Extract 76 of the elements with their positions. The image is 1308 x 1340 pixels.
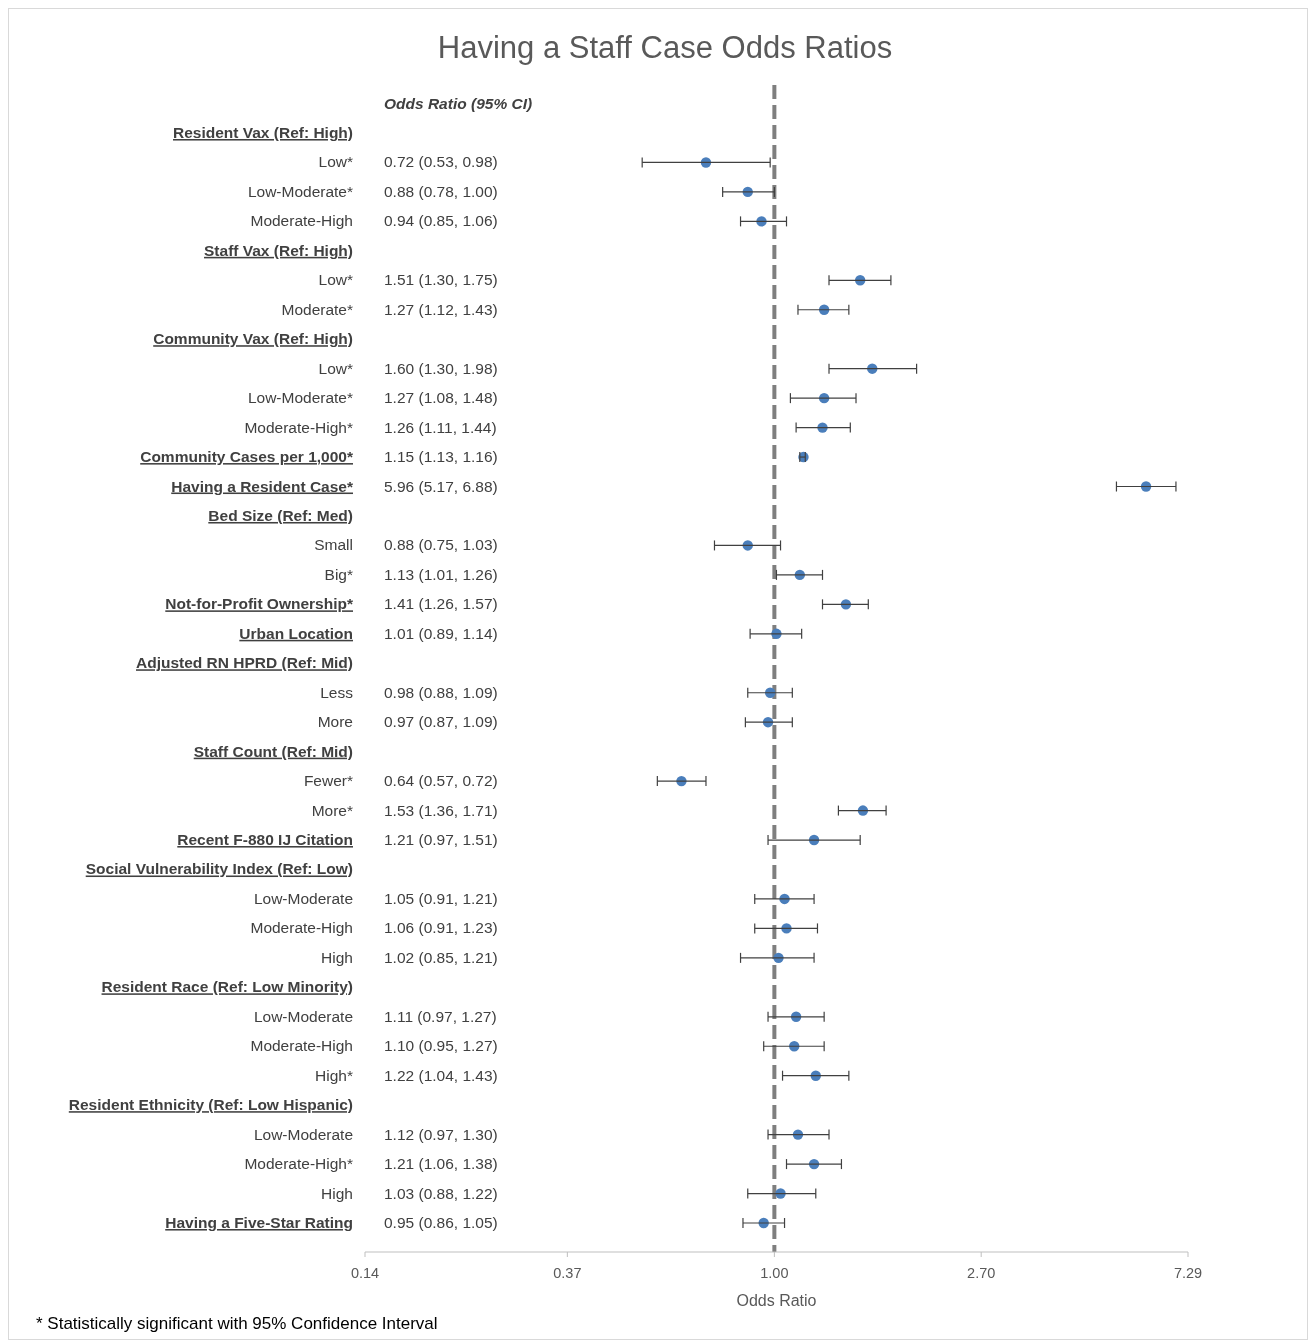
annotation: 1.01 (0.89, 1.14) (384, 624, 498, 642)
x-tick-label: 0.14 (350, 1265, 380, 1281)
y-tick-label: Recent F-880 IJ Citation (177, 831, 353, 849)
x-tick-label: 0.37 (553, 1265, 582, 1281)
annotation: 0.97 (0.87, 1.09) (384, 713, 498, 731)
x-tick-label: 7.29 (1173, 1265, 1203, 1281)
annotation: 1.12 (0.97, 1.30) (384, 1125, 498, 1143)
y-tick-label: Small (314, 536, 353, 554)
y-tick-label: Moderate-High (250, 919, 353, 937)
y-tick-label: Moderate* (281, 300, 353, 318)
chart-title: Having a Staff Case Odds Ratios (437, 30, 893, 65)
y-tick-label: Less (320, 683, 354, 701)
text: * Statistically significant with 95% Confidence Interval (36, 1314, 438, 1333)
annotation: 0.88 (0.78, 1.00) (384, 182, 498, 200)
y-tick-label: Bed Size (Ref: Med) (208, 506, 353, 524)
annotation: 1.13 (1.01, 1.26) (384, 565, 498, 583)
annotation: 0.94 (0.85, 1.06) (384, 212, 498, 230)
annotation: 0.95 (0.86, 1.05) (384, 1214, 498, 1231)
x-tick-label: 1.00 (760, 1265, 789, 1281)
y-tick-label: Adjusted RN HPRD (Ref: Mid) (136, 654, 353, 672)
annotation: 0.64 (0.57, 0.72) (384, 772, 498, 790)
annotation: 1.27 (1.08, 1.48) (384, 389, 498, 407)
text: Odds Ratio (95% CI) (384, 94, 533, 112)
y-tick-label: Staff Vax (Ref: High) (204, 241, 353, 259)
y-tick-label: Low-Moderate* (247, 389, 353, 407)
annotation: 1.21 (0.97, 1.51) (384, 831, 498, 849)
y-tick-label: High (321, 1184, 353, 1202)
y-tick-label: Low-Moderate (253, 1007, 353, 1025)
annotation: 1.06 (0.91, 1.23) (384, 919, 498, 937)
annotation: 1.03 (0.88, 1.22) (384, 1184, 498, 1202)
annotation: 1.21 (1.06, 1.38) (384, 1155, 498, 1173)
annotation: 0.72 (0.53, 0.98) (384, 153, 498, 171)
y-tick-label: Having a Resident Case* (171, 477, 354, 495)
y-tick-label: Low* (318, 359, 353, 377)
annotation: 1.26 (1.11, 1.44) (384, 418, 497, 436)
annotation: 1.60 (1.30, 1.98) (384, 359, 498, 377)
y-tick-label: Fewer* (303, 772, 353, 790)
annotation: 1.27 (1.12, 1.43) (384, 300, 498, 318)
annotation: 0.88 (0.75, 1.03) (384, 536, 498, 554)
y-tick-label: Not-for-Profit Ownership* (165, 595, 354, 613)
y-tick-label: Moderate-High* (244, 418, 353, 436)
y-tick-label: High* (315, 1066, 353, 1084)
annotation: 1.15 (1.13, 1.16) (384, 448, 498, 466)
y-tick-label: Low* (318, 271, 353, 289)
annotation: 1.05 (0.91, 1.21) (384, 889, 498, 907)
y-tick-label: Moderate-High (250, 1037, 353, 1055)
annotation: 1.53 (1.36, 1.71) (384, 801, 498, 819)
y-tick-label: Community Vax (Ref: High) (153, 330, 353, 348)
y-tick-label: Moderate-High (250, 212, 353, 230)
annotation: 1.02 (0.85, 1.21) (384, 948, 498, 966)
annotation: 1.51 (1.30, 1.75) (384, 271, 498, 289)
y-tick-label: Urban Location (239, 624, 353, 642)
x-tick-label: 2.70 (967, 1265, 996, 1281)
y-tick-label: Having a Five-Star Rating (165, 1214, 353, 1231)
y-tick-label: Social Vulnerability Index (Ref: Low) (85, 860, 353, 878)
y-tick-label: Low-Moderate (253, 889, 353, 907)
y-tick-label: High (321, 948, 353, 966)
y-tick-label: Resident Race (Ref: Low Minority) (101, 978, 353, 996)
y-tick-label: More* (311, 801, 353, 819)
y-tick-label: Low-Moderate* (247, 182, 353, 200)
y-tick-label: More (317, 713, 353, 731)
y-tick-label: Moderate-High* (244, 1155, 353, 1173)
annotation: 1.22 (1.04, 1.43) (384, 1066, 498, 1084)
y-tick-label: Community Cases per 1,000* (140, 448, 354, 466)
x-axis-title: Odds Ratio (736, 1292, 817, 1309)
y-tick-label: Resident Vax (Ref: High) (173, 124, 353, 141)
y-tick-label: Resident Ethnicity (Ref: Low Hispanic) (68, 1096, 353, 1114)
y-tick-label: Big* (324, 565, 353, 583)
annotation: 1.11 (0.97, 1.27) (384, 1007, 497, 1025)
y-tick-label: Low-Moderate (253, 1125, 353, 1143)
y-tick-label: Low* (318, 153, 353, 171)
annotation: 0.98 (0.88, 1.09) (384, 683, 498, 701)
annotation: 1.41 (1.26, 1.57) (384, 595, 498, 613)
annotation: 1.10 (0.95, 1.27) (384, 1037, 498, 1055)
y-tick-label: Staff Count (Ref: Mid) (193, 742, 353, 760)
annotation: 5.96 (5.17, 6.88) (384, 477, 498, 495)
